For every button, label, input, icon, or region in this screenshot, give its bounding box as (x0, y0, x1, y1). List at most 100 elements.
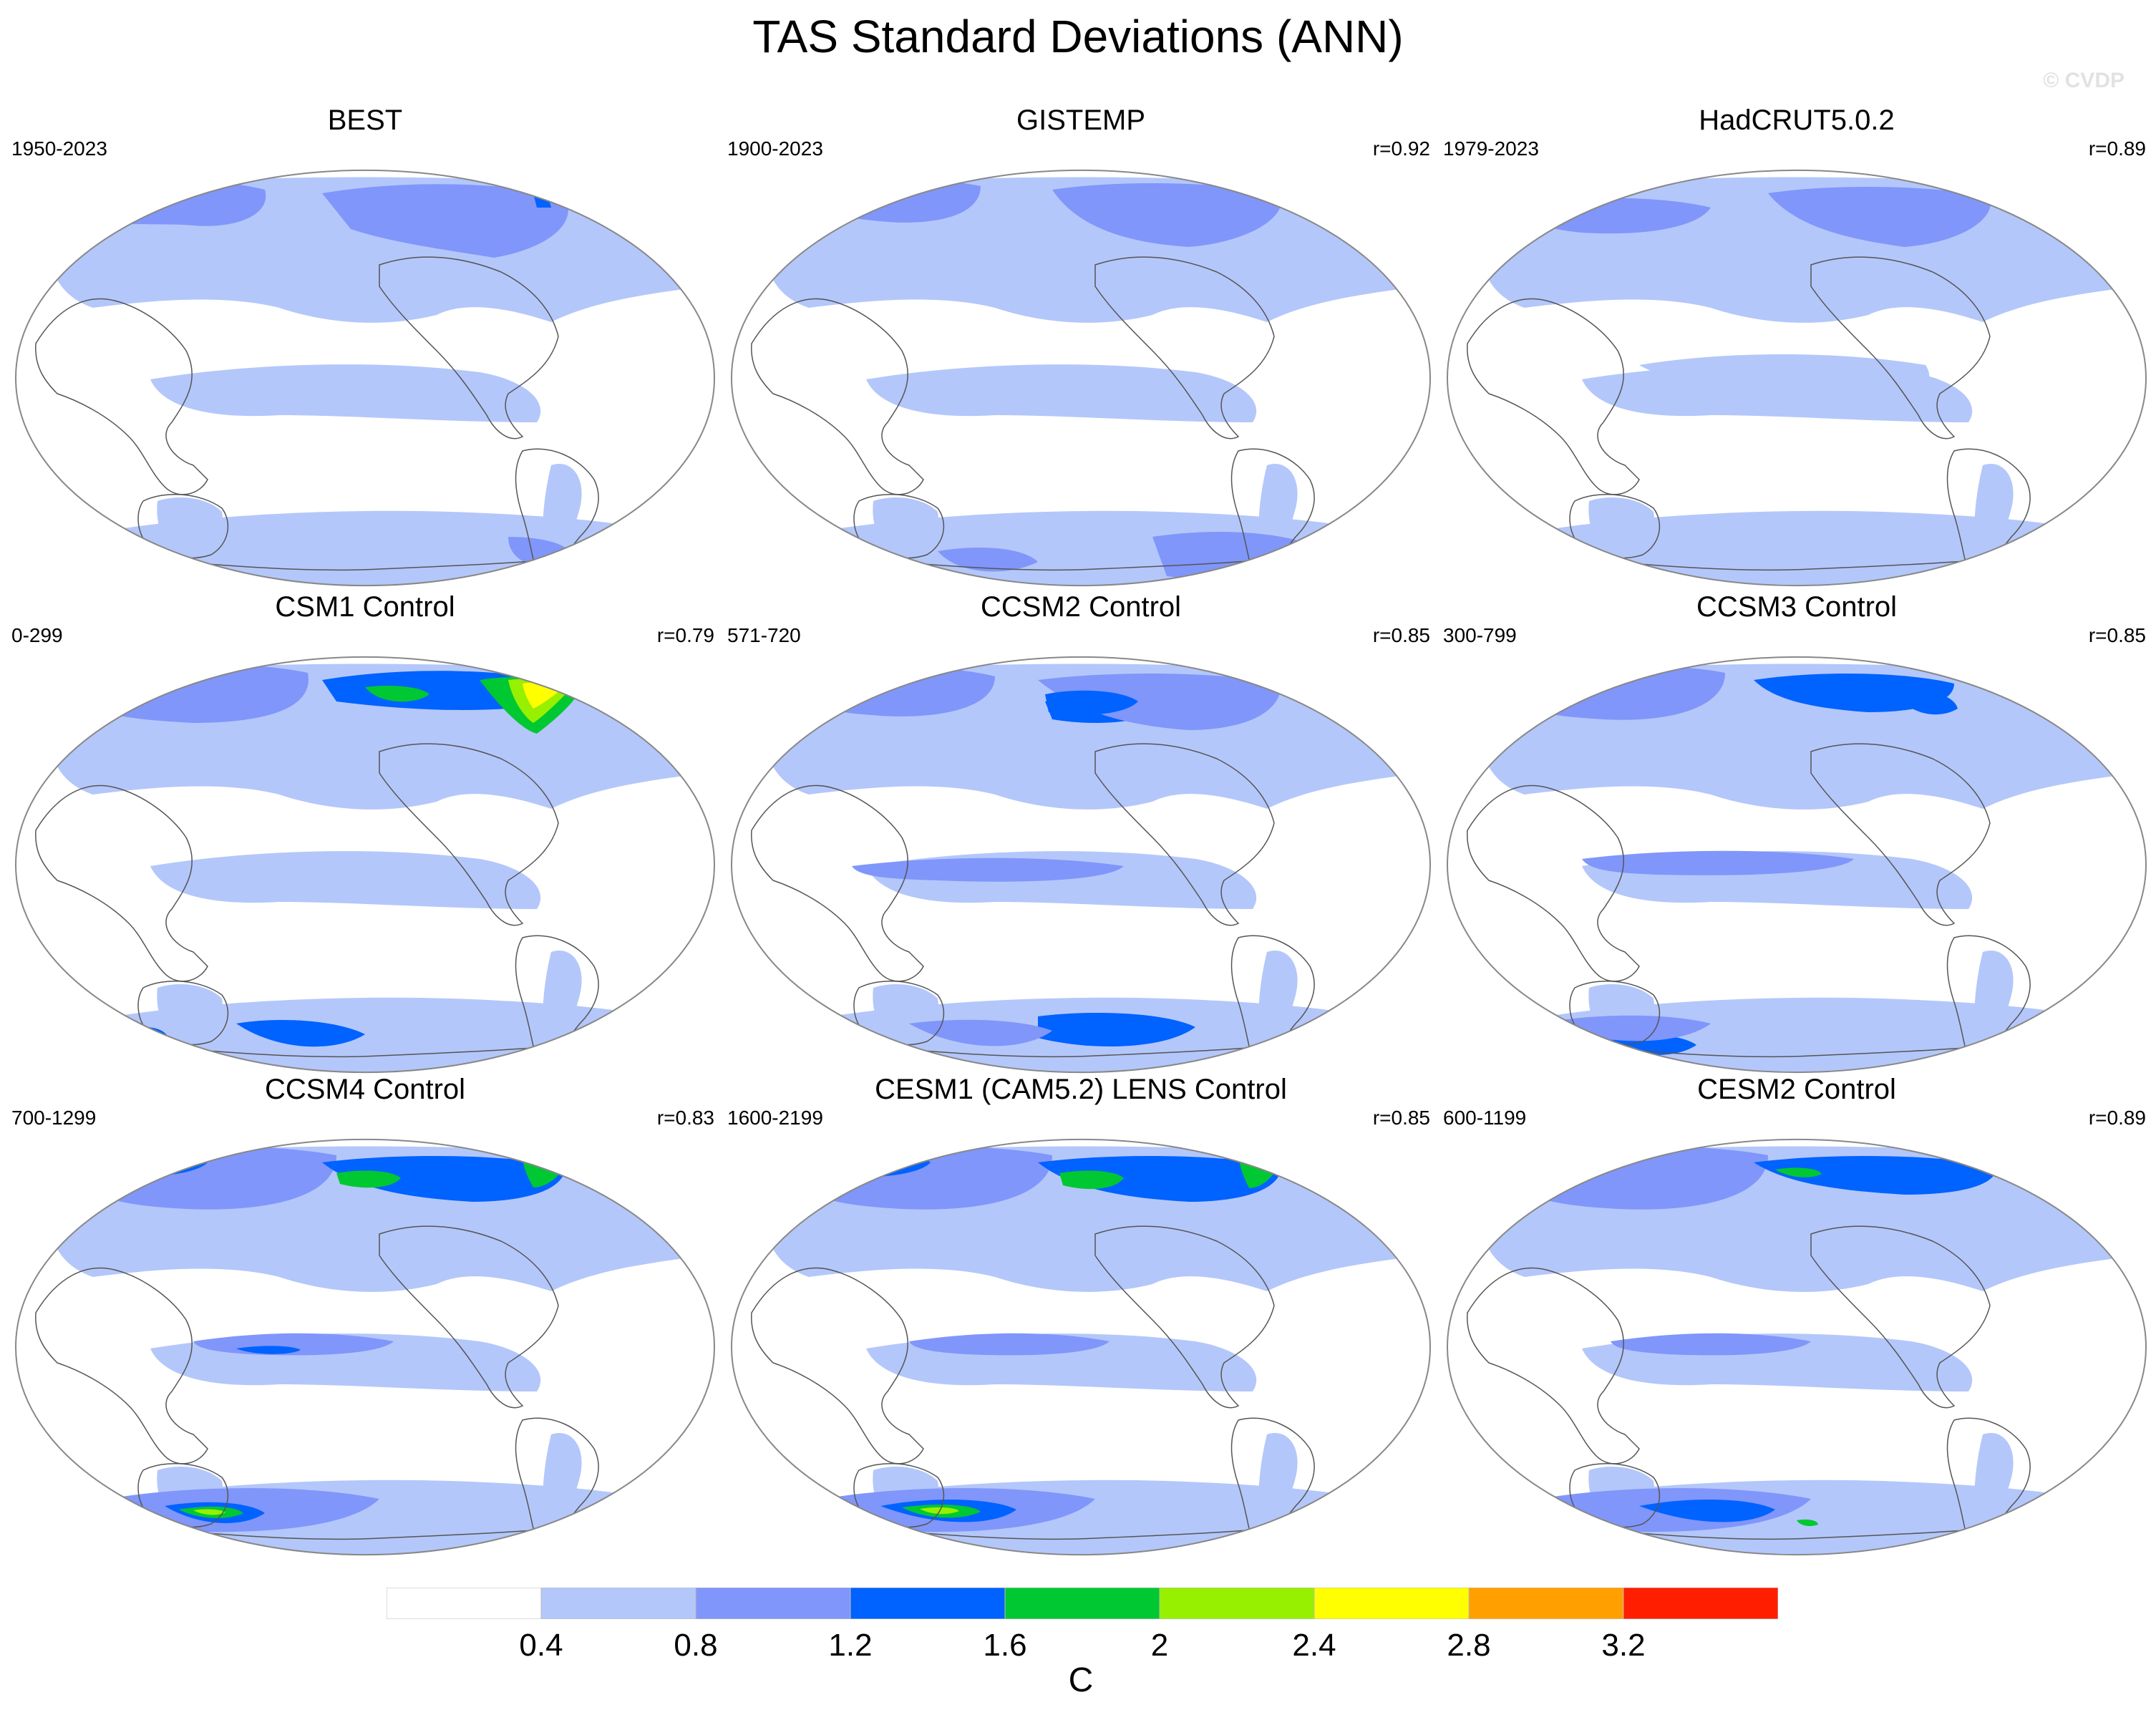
coastline (1094, 743, 1275, 926)
panel-years: 1950-2023 (11, 137, 107, 160)
panel-correlation: r=0.83 (656, 1107, 714, 1129)
panel-correlation: r=0.79 (656, 624, 714, 646)
colorbar-tick-label: 2 (1150, 1628, 1169, 1663)
colorbar-swatch (1313, 1588, 1470, 1619)
colorbar-swatch (1468, 1588, 1624, 1619)
contour-region (1639, 1499, 1775, 1522)
colorbar-tick-label: 2.8 (1447, 1628, 1491, 1663)
contour-region (802, 1153, 825, 1160)
coastline (379, 743, 559, 926)
cvdp-watermark: © CVDP (2043, 69, 2125, 92)
figure-title: TAS Standard Deviations (ANN) (752, 11, 1404, 62)
world-map (730, 170, 1432, 586)
panel-correlation: r=0.85 (1372, 1107, 1430, 1129)
coastline (1467, 1267, 1640, 1464)
contour-region (1059, 1170, 1124, 1190)
contour-region (79, 179, 266, 226)
contour-region (809, 670, 888, 689)
contour-region (1038, 673, 1281, 730)
coastline (379, 256, 559, 439)
contour-region (1038, 1013, 1195, 1046)
contour-region (193, 1509, 225, 1515)
contour-region (336, 1170, 401, 1188)
coastline (1810, 256, 1991, 439)
colorbar-swatch (850, 1588, 1006, 1619)
contour-region (157, 497, 223, 551)
panel-correlation: r=0.89 (2088, 1107, 2146, 1129)
contour-region (1588, 497, 1654, 551)
map-outline (1446, 1139, 2147, 1555)
coastline (1094, 1225, 1275, 1409)
colorbar-swatch (387, 1588, 542, 1619)
contour-region (157, 984, 223, 1038)
contour-region (1611, 1333, 1811, 1356)
shaded-contours (1481, 177, 2137, 586)
colorbar-unit-label: C (1068, 1661, 1094, 1699)
world-map (1446, 1139, 2147, 1555)
contour-region (93, 1154, 115, 1161)
panel-years: 1900-2023 (727, 137, 823, 160)
panel-title: CESM2 Control (1697, 1074, 1896, 1105)
coastline (1810, 743, 1991, 926)
contour-region (322, 184, 568, 258)
map-panel-csm1-control: CSM1 Control 0-299 r=0.79 (7, 591, 723, 1078)
world-map (1446, 170, 2147, 586)
world-map (730, 656, 1432, 1073)
panel-years: 1979-2023 (1443, 137, 1539, 160)
coastline (35, 298, 208, 495)
world-map (14, 1139, 716, 1555)
contour-region (823, 671, 853, 680)
map-outline (14, 1139, 716, 1555)
contour-region (1518, 1152, 1614, 1175)
map-outline (1446, 170, 2147, 586)
contour-region (1639, 354, 1930, 401)
panel-years: 300-799 (1443, 624, 1517, 646)
map-panel-ccsm3-control: CCSM3 Control 300-799 r=0.85 (1439, 591, 2155, 1078)
contour-region (236, 1020, 365, 1047)
coastline (1569, 1463, 1661, 1528)
coastline (35, 784, 208, 982)
coastline (1467, 784, 1640, 982)
map-panel-ccsm4-control: CCSM4 Control 700-1299 r=0.83 (7, 1074, 723, 1560)
panel-correlation: r=0.92 (1372, 137, 1430, 160)
map-panel-gistemp: GISTEMP 1900-2023 r=0.92 (723, 105, 1439, 591)
contour-region (236, 1346, 301, 1354)
contour-region (1525, 670, 1562, 680)
panel-correlation: r=0.89 (2088, 137, 2146, 160)
map-outline (14, 656, 716, 1073)
panel-years: 571-720 (727, 624, 801, 646)
world-map (1446, 656, 2147, 1073)
contour-region (1754, 1155, 1997, 1195)
coastline (853, 494, 945, 559)
panel-years: 1600-2199 (727, 1107, 823, 1129)
contour-region (1052, 183, 1282, 247)
colorbar-swatch (1159, 1588, 1315, 1619)
colorbar-tick-label: 1.6 (983, 1628, 1027, 1663)
panel-title: CCSM4 Control (264, 1074, 466, 1105)
contour-region (70, 669, 179, 696)
contour-region (150, 851, 541, 909)
contour-region (365, 686, 429, 702)
map-panel-hadcrut5-0-2: HadCRUT5.0.2 1979-2023 r=0.89 (1439, 105, 2155, 591)
contour-region (795, 1152, 846, 1165)
colorbar-tick-label: 2.4 (1292, 1628, 1336, 1663)
coastline (751, 298, 924, 495)
colorbar (387, 1588, 1778, 1619)
map-panel-best: BEST 1950-2023 (7, 105, 723, 591)
coastline (853, 1463, 945, 1528)
contour-region (543, 1433, 582, 1549)
coastline (1569, 981, 1661, 1046)
contour-region (1974, 951, 2014, 1067)
coastline (35, 1267, 208, 1464)
coastline (1467, 298, 1640, 495)
contour-region (322, 1155, 565, 1202)
contour-region (1974, 1433, 2014, 1549)
panel-title: CESM1 (CAM5.2) LENS Control (875, 1074, 1287, 1105)
contour-region (543, 951, 582, 1067)
map-outline (730, 656, 1432, 1073)
contour-region (79, 675, 122, 688)
colorbar-swatch (540, 1588, 696, 1619)
contour-region (1797, 1519, 1818, 1526)
colorbar-tick-label: 0.8 (674, 1628, 718, 1663)
colorbar-swatch (1623, 1588, 1778, 1619)
